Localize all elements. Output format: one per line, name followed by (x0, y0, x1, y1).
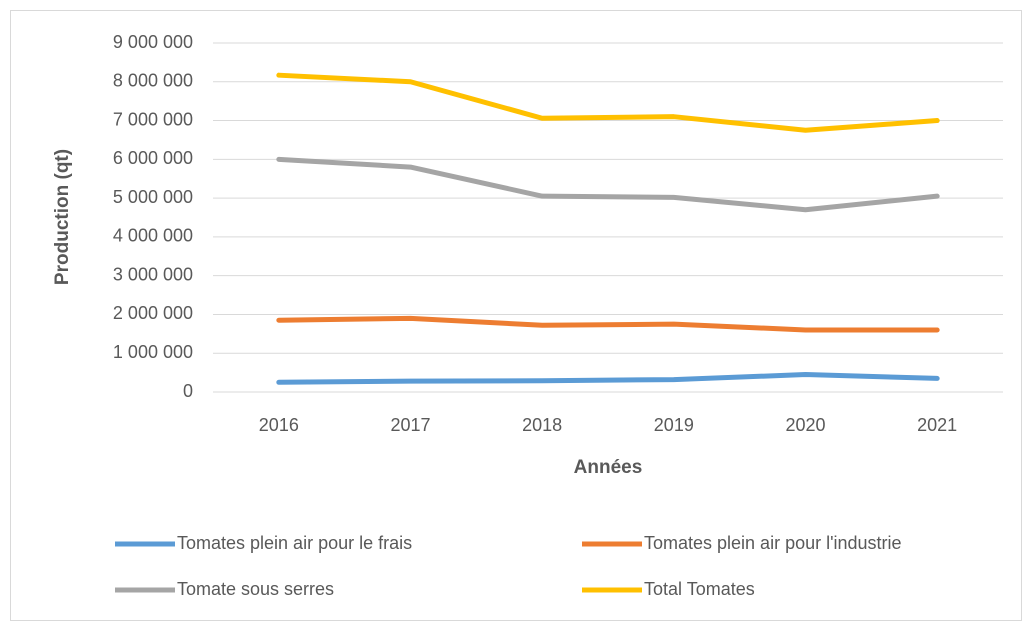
y-tick-label: 3 000 000 (113, 264, 193, 284)
x-tick-label: 2016 (259, 415, 299, 435)
y-tick-label: 7 000 000 (113, 109, 193, 129)
y-tick-label: 5 000 000 (113, 187, 193, 207)
x-tick-label: 2020 (785, 415, 825, 435)
series-line (276, 315, 940, 333)
y-axis-title: Production (qt) (52, 149, 73, 285)
series-line (276, 156, 940, 213)
y-tick-label: 8 000 000 (113, 71, 193, 91)
y-tick-label: 9 000 000 (113, 32, 193, 52)
legend-label: Tomate sous serres (177, 579, 334, 599)
series-line (276, 372, 940, 385)
y-tick-label: 1 000 000 (113, 342, 193, 362)
y-tick-label: 6 000 000 (113, 148, 193, 168)
y-tick-label: 4 000 000 (113, 226, 193, 246)
y-tick-label: 2 000 000 (113, 303, 193, 323)
x-tick-label: 2018 (522, 415, 562, 435)
legend-label: Total Tomates (644, 579, 755, 599)
legend-label: Tomates plein air pour l'industrie (644, 533, 902, 553)
x-axis-title: Années (574, 457, 643, 478)
series-line (276, 72, 940, 133)
x-tick-label: 2017 (390, 415, 430, 435)
y-tick-label: 0 (183, 381, 193, 401)
x-tick-label: 2021 (917, 415, 957, 435)
x-tick-label: 2019 (654, 415, 694, 435)
legend-label: Tomates plein air pour le frais (177, 533, 412, 553)
